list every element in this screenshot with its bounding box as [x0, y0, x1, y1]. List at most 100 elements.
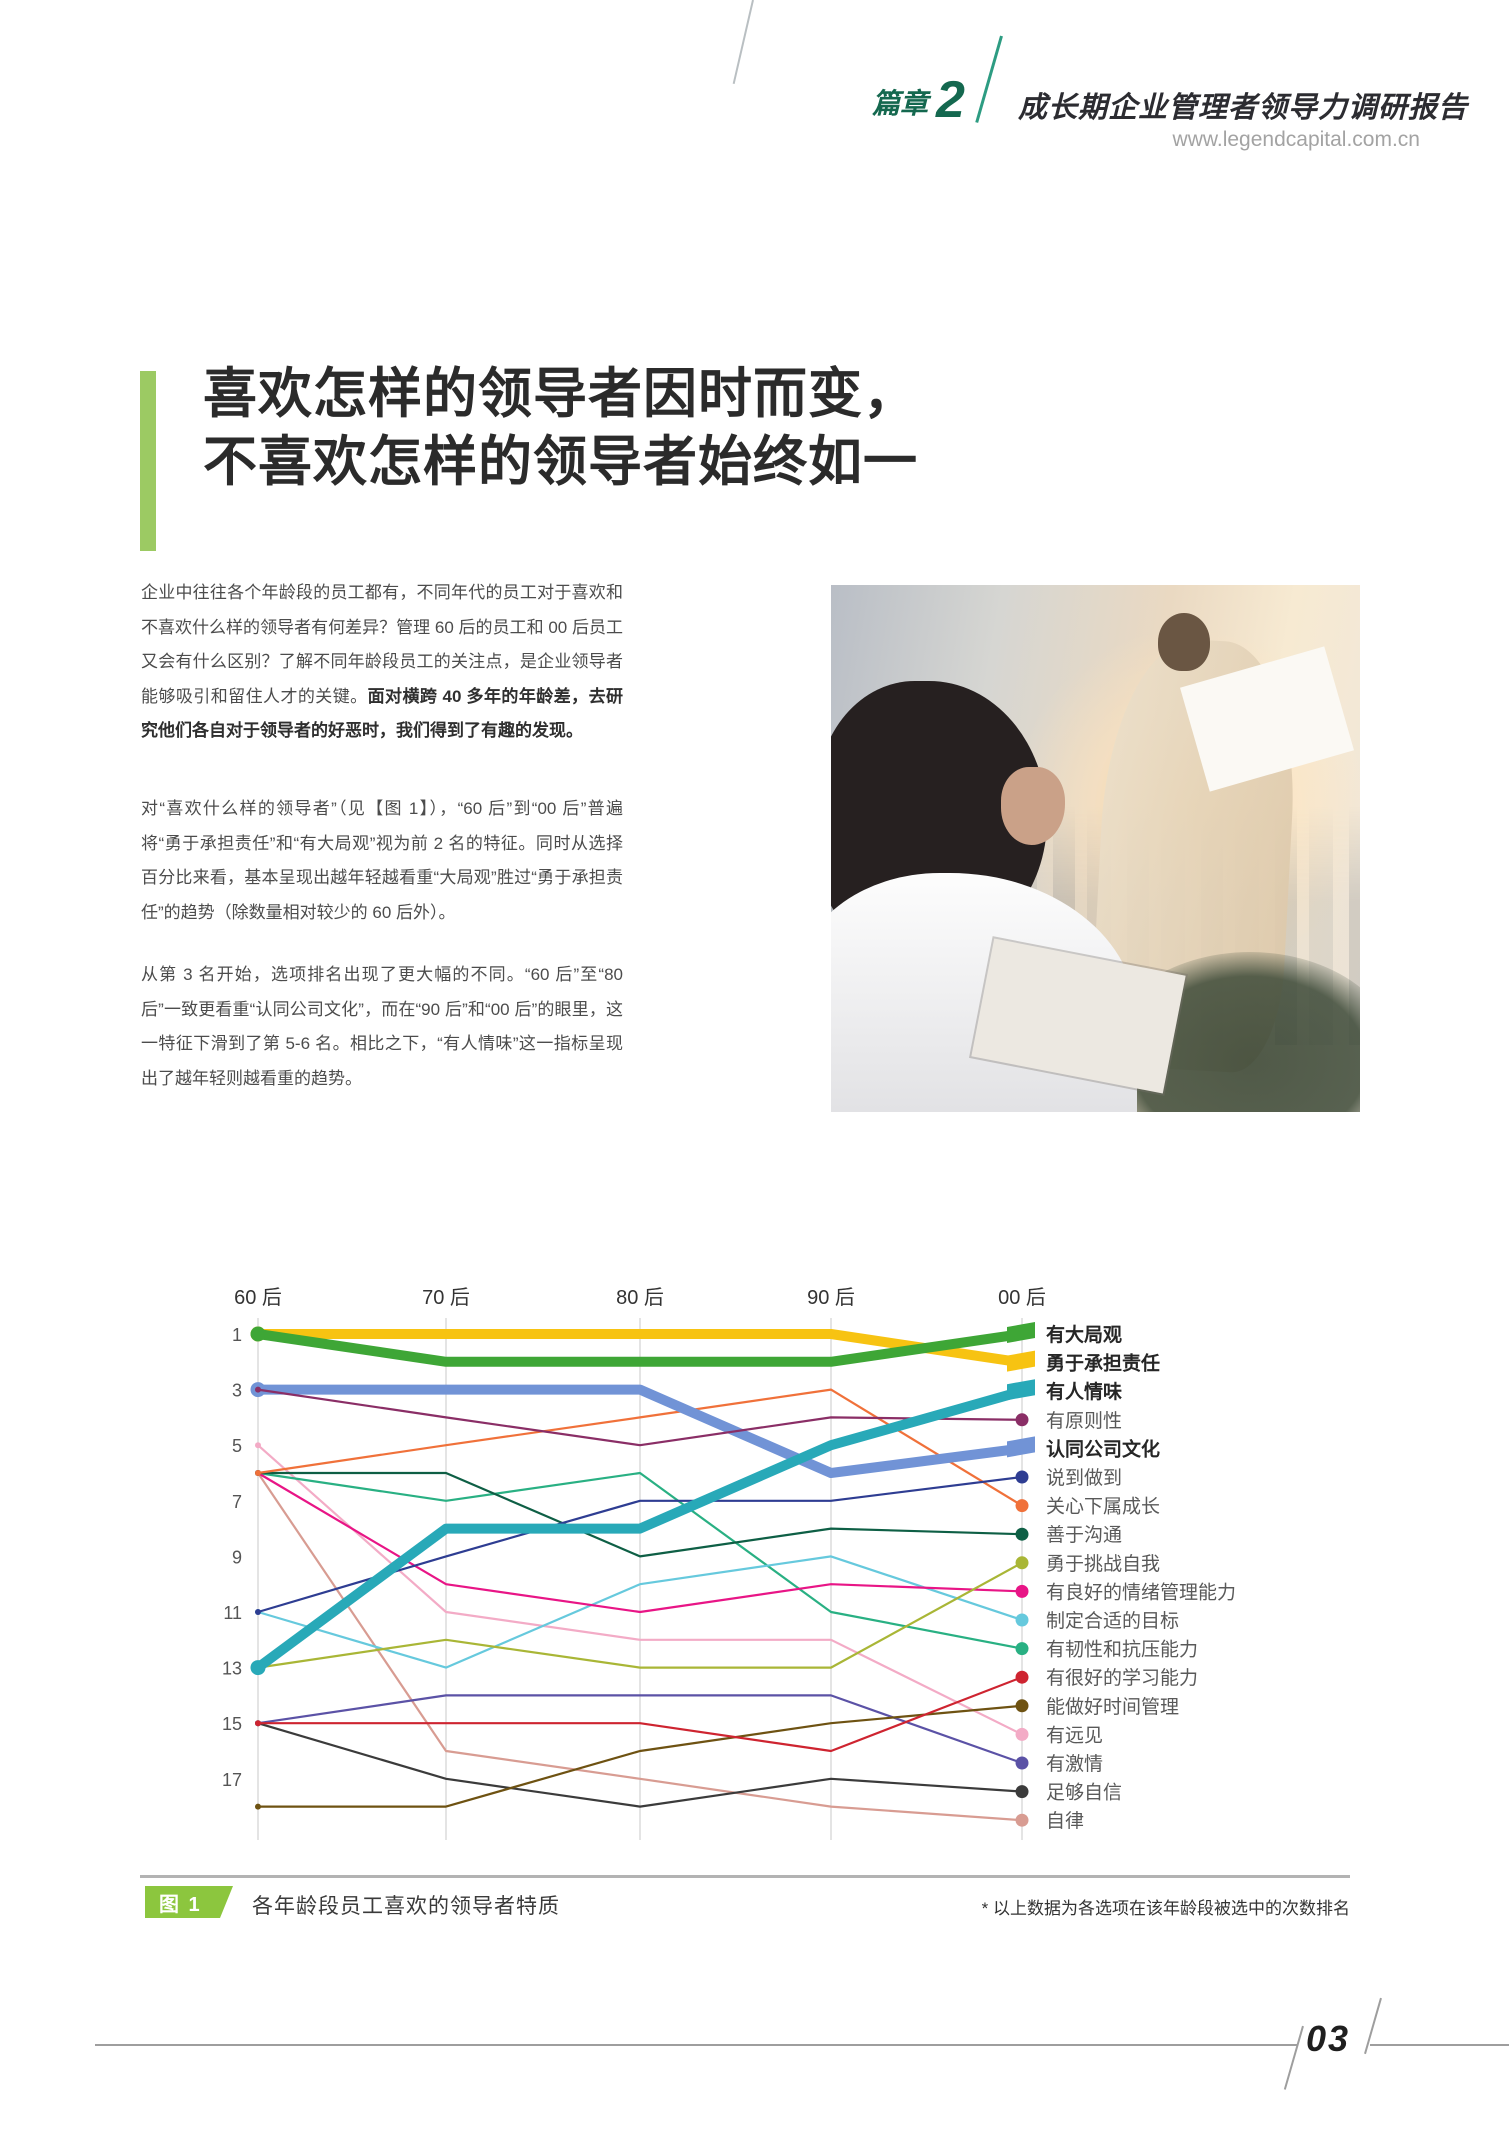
chart-legend-flag-marker — [1007, 1379, 1035, 1401]
chart-legend-dot-marker — [1015, 1527, 1029, 1541]
chart-rank-tick: 13 — [222, 1659, 242, 1679]
chart-series-line — [257, 1561, 1023, 1669]
chart-series-line — [257, 1722, 1023, 1808]
chart-legend-label: 关心下属成长 — [1046, 1496, 1160, 1518]
chart-legend-dot-marker — [1015, 1413, 1029, 1427]
chart-legend-label: 说到做到 — [1046, 1467, 1122, 1489]
chart-category-label: 70 后 — [422, 1286, 470, 1309]
chart-category-label: 00 后 — [998, 1286, 1046, 1309]
chart-legend-dot-marker — [1015, 1556, 1029, 1570]
page-title: 喜欢怎样的领导者因时而变， 不喜欢怎样的领导者始终如一 — [203, 360, 918, 496]
chart-legend-label: 有激情 — [1046, 1753, 1103, 1775]
chart-legend-label: 认同公司文化 — [1046, 1437, 1160, 1460]
chart-legend-dot-marker — [1015, 1813, 1029, 1827]
page-title-line1: 喜欢怎样的领导者因时而变， — [203, 364, 918, 424]
chart-series-line — [257, 1471, 1023, 1650]
paragraph-segment: 从第 3 名开始，选项排名出现了更大幅的不同。“60 后”至“80 后”一致更看… — [141, 965, 623, 1088]
chart-series-line — [255, 1386, 1024, 1672]
figure-caption-title: 各年龄段员工喜欢的领导者特质 — [252, 1895, 560, 1918]
chart-series-line — [257, 1472, 1023, 1614]
header-slash-divider — [975, 35, 1003, 123]
report-title: 成长期企业管理者领导力调研报告 — [1018, 92, 1469, 124]
chart-legend-label: 勇于承担责任 — [1046, 1352, 1160, 1375]
chart-rank-tick: 1 — [232, 1325, 242, 1345]
figure-badge-label: 图 1 — [159, 1893, 202, 1916]
body-paragraph-2: 对“喜欢什么样的领导者”（见【图 1】），“60 后”到“00 后”普遍将“勇于… — [141, 792, 623, 930]
leader-traits-bump-chart: 60 后 70 后 80 后 90 后 00 后1357911131517自律足够自信有… — [222, 1286, 1236, 1840]
chart-category-label: 80 后 — [616, 1286, 664, 1309]
hero-photo-business-people — [831, 585, 1360, 1112]
chart-rank-tick: 3 — [232, 1381, 242, 1401]
chart-legend-dot-marker — [1015, 1642, 1029, 1656]
chart-legend-label: 有人情味 — [1046, 1380, 1122, 1403]
chart-series-start-dot — [250, 1660, 266, 1676]
chart-legend-flag-marker — [1007, 1436, 1035, 1458]
page-title-line2: 不喜欢怎样的领导者始终如一 — [203, 432, 918, 492]
chart-series-start-dot — [255, 1803, 261, 1810]
chart-legend-dot-marker — [1015, 1756, 1029, 1770]
chart-legend-dot-marker — [1015, 1613, 1029, 1627]
body-paragraph-3: 从第 3 名开始，选项排名出现了更大幅的不同。“60 后”至“80 后”一致更看… — [141, 958, 623, 1096]
chart-legend-dot-marker — [1015, 1499, 1029, 1513]
top-decorative-slash — [732, 0, 754, 85]
chart-series-line — [258, 1471, 1023, 1558]
footer-slash-left — [1283, 2025, 1304, 2090]
paragraph-segment: 对“喜欢什么样的领导者”（见【图 1】），“60 后”到“00 后”普遍将“勇于… — [141, 799, 623, 922]
body-paragraph-1: 企业中往往各个年龄段的员工都有，不同年代的员工对于喜欢和不喜欢什么样的领导者有何… — [141, 576, 623, 749]
caption-rule — [140, 1875, 1350, 1878]
chart-rank-tick: 15 — [222, 1714, 242, 1734]
paragraph-segment: 企业中往往各个年龄段的员工都有，不同年代的员工对于喜欢和不喜欢什么样的领导者有何… — [141, 583, 623, 706]
chart-legend-label: 自律 — [1046, 1810, 1084, 1832]
chart-rank-tick: 5 — [232, 1436, 242, 1456]
chart-legend-label: 有原则性 — [1046, 1410, 1122, 1432]
chart-series-line — [258, 1704, 1023, 1808]
website-url: www.legendcapital.com.cn — [1172, 128, 1420, 151]
photo-man-head — [1158, 613, 1210, 671]
footer-rule-left — [95, 2044, 1298, 2046]
chapter-label: 篇章 — [872, 88, 929, 120]
chart-legend-label: 有很好的学习能力 — [1046, 1667, 1198, 1689]
chart-legend-dot-marker — [1015, 1785, 1029, 1799]
chart-category-label: 60 后 — [234, 1286, 282, 1309]
chart-series-line — [258, 1676, 1023, 1753]
page-number: 03 — [1306, 2018, 1351, 2059]
chapter-label-group: 篇章 2 — [872, 71, 965, 129]
chart-legend-label: 有远见 — [1046, 1724, 1103, 1746]
chart-rank-tick: 11 — [223, 1603, 242, 1623]
chart-legend-dot-marker — [1015, 1699, 1029, 1713]
chart-series-start-dot — [255, 1442, 261, 1449]
chart-series-line — [257, 1444, 1023, 1736]
chart-legend-dot-marker — [1015, 1727, 1029, 1741]
chart-series-line — [257, 1329, 1023, 1367]
chart-legend-flag-marker — [1007, 1322, 1035, 1343]
chart-legend-label: 有大局观 — [1046, 1323, 1122, 1346]
chart-legend-label: 善于沟通 — [1046, 1524, 1122, 1546]
chart-legend-dot-marker — [1015, 1670, 1029, 1684]
photo-woman-face — [1001, 767, 1065, 845]
chapter-number: 2 — [936, 71, 965, 129]
footer-slash-right — [1364, 1997, 1382, 2054]
chart-legend-dot-marker — [1015, 1470, 1029, 1484]
headline-accent-bar — [140, 371, 156, 551]
chart-series-start-dot — [255, 1386, 261, 1393]
chart-legend-label: 制定合适的目标 — [1046, 1610, 1179, 1632]
chart-rank-tick: 7 — [232, 1492, 242, 1512]
chart-legend-label: 有良好的情绪管理能力 — [1046, 1581, 1236, 1603]
chart-legend-label: 能做好时间管理 — [1046, 1696, 1179, 1718]
chart-legend-label: 勇于挑战自我 — [1046, 1553, 1160, 1575]
chart-series-line — [257, 1388, 1023, 1447]
paragraph-segment: 面对横跨 40 多年的年龄差，去研究他们各自对于领导者的好恶时，我们得到了有趣的… — [141, 686, 624, 741]
chart-series-line — [257, 1472, 1023, 1822]
chart-series-start-dot — [255, 1609, 261, 1615]
chart-series-line — [258, 1329, 1023, 1368]
chart-legend-label: 足够自信 — [1046, 1782, 1122, 1804]
chart-rank-tick: 9 — [232, 1547, 242, 1567]
footer-rule-right — [1370, 2044, 1509, 2046]
chart-series-start-dot — [250, 1326, 266, 1342]
chart-category-label: 90 后 — [807, 1286, 855, 1309]
chart-legend-label: 有韧性和抗压能力 — [1046, 1639, 1198, 1661]
figure-caption-note: * 以上数据为各选项在该年龄段被选中的次数排名 — [981, 1899, 1350, 1918]
chart-series-start-dot — [255, 1470, 261, 1476]
chart-legend-flag-marker — [1007, 1350, 1035, 1372]
